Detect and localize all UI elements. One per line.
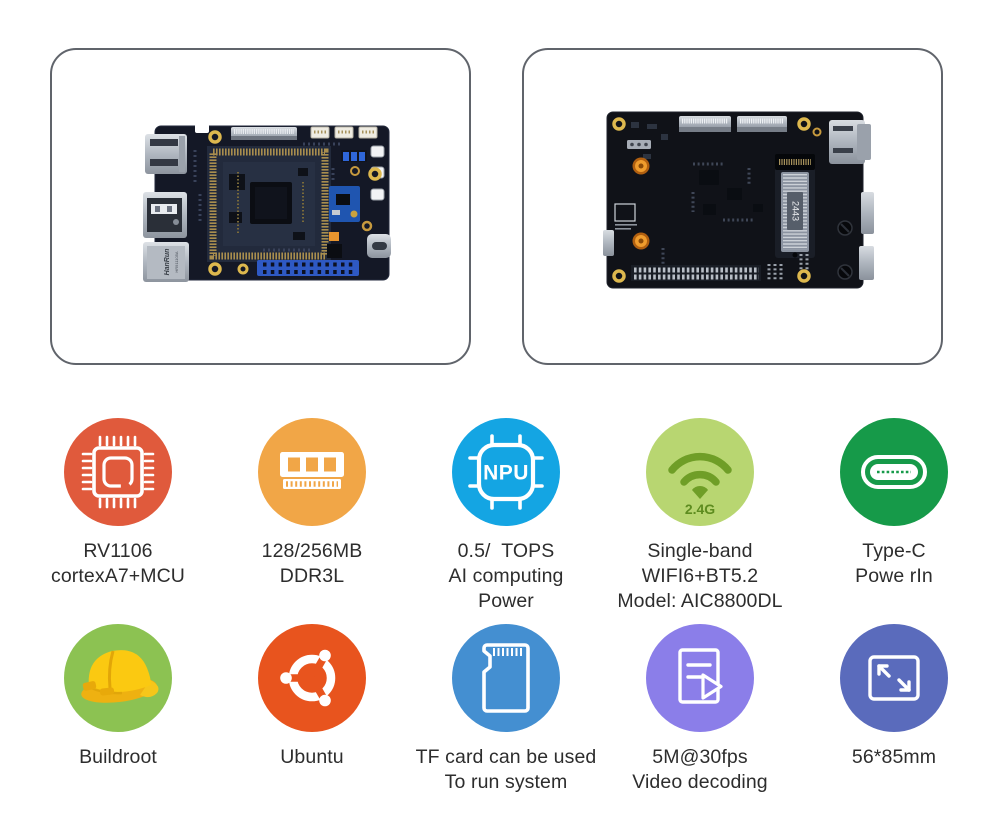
usb-type-c-icon xyxy=(840,418,948,526)
feature-label-line: Power xyxy=(478,590,534,612)
features-grid: RV1106 cortexA7+MCU 128/256MB DDR3L xyxy=(0,418,1000,795)
feature-label-line: Video decoding xyxy=(632,771,768,793)
feature-label: Ubuntu xyxy=(280,745,343,770)
feature-label-line: 56*85mm xyxy=(851,746,937,768)
product-card-back: 2443 xyxy=(522,48,943,365)
ubuntu-logo-icon xyxy=(258,624,366,732)
pcie-slot-marking: 2443 xyxy=(791,200,801,220)
hero-section: HanRun HR911105A xyxy=(0,0,1000,365)
cpu-chip-icon xyxy=(64,418,172,526)
feature-label-line: cortexA7+MCU xyxy=(51,565,185,587)
feature-label-line: 128/256MB xyxy=(261,540,363,562)
feature-label-line: AI computing xyxy=(448,565,564,587)
buildroot-hardhat-icon xyxy=(64,624,172,732)
board-back-photo: 2443 xyxy=(603,111,874,288)
feature-label-line: Single-band xyxy=(647,540,753,562)
feature-label: 5M@30fps Video decoding xyxy=(632,745,768,795)
feature-video: 5M@30fps Video decoding xyxy=(603,624,797,795)
tf-card-icon xyxy=(452,624,560,732)
feature-label: RV1106 cortexA7+MCU xyxy=(51,539,185,589)
ram-icon xyxy=(258,418,366,526)
feature-label-line: Buildroot xyxy=(79,746,157,768)
ethernet-marking-2: HR911105A xyxy=(174,251,179,273)
feature-label-line: To run system xyxy=(444,771,568,793)
board-front-photo: HanRun HR911105A xyxy=(142,123,391,282)
feature-buildroot: Buildroot xyxy=(21,624,215,795)
wifi-icon: 2.4G xyxy=(646,418,754,526)
feature-label: Single-band WIFI6+BT5.2 Model: AIC8800DL xyxy=(617,539,782,614)
feature-label-line: Model: AIC8800DL xyxy=(617,590,783,612)
feature-label-line: Powe rIn xyxy=(855,565,933,587)
feature-ubuntu: Ubuntu xyxy=(215,624,409,795)
feature-label-line: 5M@30fps xyxy=(652,746,748,768)
feature-label: 56*85mm xyxy=(852,745,936,770)
feature-label: 0.5/ TOPS AI computing Power xyxy=(448,539,563,614)
feature-label: TF card can be used To run system xyxy=(416,745,597,795)
npu-text: NPU xyxy=(483,462,529,485)
wifi-band-text: 2.4G xyxy=(685,501,715,517)
feature-label-line: Ubuntu xyxy=(280,746,344,768)
feature-label-line: Type-C xyxy=(862,540,926,562)
feature-label-line: RV1106 xyxy=(83,540,153,562)
ethernet-marking: HanRun xyxy=(164,248,171,275)
feature-label: Buildroot xyxy=(79,745,157,770)
feature-label-line: DDR3L xyxy=(279,565,345,587)
feature-wifi: 2.4G Single-band WIFI6+BT5.2 Model: AIC8… xyxy=(603,418,797,614)
feature-cpu: RV1106 cortexA7+MCU xyxy=(21,418,215,614)
feature-label: Type-C Powe rIn xyxy=(855,539,933,589)
feature-label-line: TF card can be used xyxy=(415,746,597,768)
feature-typec: Type-C Powe rIn xyxy=(797,418,991,614)
dimensions-icon xyxy=(840,624,948,732)
npu-chip-icon: NPU xyxy=(452,418,560,526)
feature-memory: 128/256MB DDR3L xyxy=(215,418,409,614)
video-decoding-icon xyxy=(646,624,754,732)
feature-size: 56*85mm xyxy=(797,624,991,795)
feature-label-line: 0.5/ TOPS xyxy=(457,540,555,562)
feature-label: 128/256MB DDR3L xyxy=(262,539,363,589)
product-card-front: HanRun HR911105A xyxy=(50,48,471,365)
feature-tfcard: TF card can be used To run system xyxy=(409,624,603,795)
feature-label-line: WIFI6+BT5.2 xyxy=(641,565,759,587)
feature-npu: NPU 0.5/ TOPS AI computing Power xyxy=(409,418,603,614)
